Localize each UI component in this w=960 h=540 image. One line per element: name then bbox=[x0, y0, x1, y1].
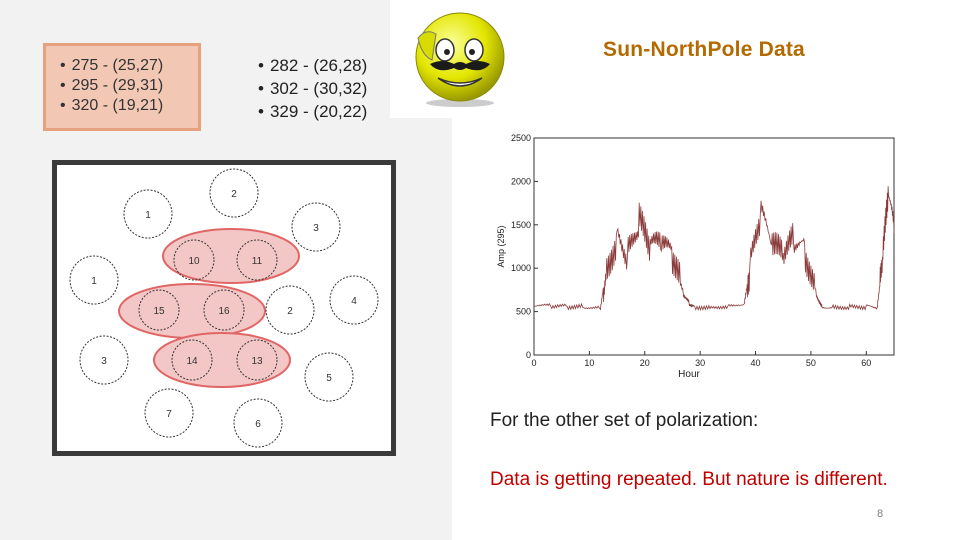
page-title: Sun-NorthPole Data bbox=[603, 38, 805, 61]
note-text: Data is getting repeated. But nature is … bbox=[490, 469, 888, 490]
node-circle bbox=[329, 275, 379, 325]
amplitude-chart: 0 500 1000 1500 2000 2500 0 10 20 30 40 50 60 Hour Amp… bbox=[496, 133, 895, 378]
node-circle bbox=[304, 352, 354, 402]
node-circle bbox=[138, 289, 180, 331]
list-item: 282 - (26,28) bbox=[258, 54, 367, 77]
node-circle bbox=[79, 335, 129, 385]
node-label: 16 bbox=[218, 306, 230, 317]
list-item: 275 - (25,27) bbox=[60, 56, 164, 76]
boxed-list: 275 - (25,27) 295 - (29,31) 320 - (19,21… bbox=[43, 43, 201, 131]
node-label: 7 bbox=[166, 409, 172, 420]
node-label: 3 bbox=[313, 223, 319, 234]
node-circle bbox=[233, 398, 283, 448]
highlight-ellipse bbox=[162, 228, 300, 284]
x-tick-label: 20 bbox=[640, 358, 650, 368]
node-circle bbox=[236, 239, 278, 281]
node-label: 5 bbox=[326, 373, 332, 384]
x-tick-label: 40 bbox=[751, 358, 761, 368]
plain-bullet-list: 282 - (26,28) 302 - (30,32) 329 - (20,22… bbox=[258, 54, 367, 123]
list-item: 329 - (20,22) bbox=[258, 100, 367, 123]
node-label: 11 bbox=[252, 256, 263, 267]
node-label: 3 bbox=[101, 356, 107, 367]
node-circle bbox=[123, 189, 173, 239]
node-circle bbox=[265, 285, 315, 335]
node-label: 14 bbox=[186, 356, 198, 367]
caption-text: For the other set of polarization: bbox=[490, 410, 759, 431]
x-tick-label: 10 bbox=[584, 358, 594, 368]
y-tick-label: 1000 bbox=[511, 263, 531, 273]
boxed-bullet-list: 275 - (25,27) 295 - (29,31) 320 - (19,21… bbox=[60, 56, 164, 116]
x-axis-label: Hour bbox=[678, 369, 700, 378]
node-label: 6 bbox=[255, 419, 261, 430]
x-tick-label: 60 bbox=[861, 358, 871, 368]
y-tick-label: 2000 bbox=[511, 176, 531, 186]
plain-list: 282 - (26,28) 302 - (30,32) 329 - (20,22… bbox=[258, 54, 367, 123]
plot-area bbox=[533, 137, 895, 356]
highlight-ellipse bbox=[118, 283, 266, 339]
highlight-ellipse bbox=[153, 332, 291, 388]
y-tick-label: 500 bbox=[516, 307, 531, 317]
x-tick-label: 30 bbox=[695, 358, 705, 368]
y-tick-label: 2500 bbox=[511, 133, 531, 143]
page-number: 8 bbox=[877, 508, 884, 520]
list-item: 302 - (30,32) bbox=[258, 77, 367, 100]
antenna-diagram: 2 1 3 10 11 1 4 15 16 2 3 14 13 5 7 6 bbox=[52, 160, 396, 456]
node-label: 13 bbox=[251, 356, 263, 367]
node-circle bbox=[69, 255, 119, 305]
series-line bbox=[533, 186, 895, 312]
y-axis-label: Amp (295) bbox=[496, 225, 506, 267]
node-label: 2 bbox=[287, 306, 293, 317]
node-circle bbox=[209, 168, 259, 218]
node-circle bbox=[173, 239, 215, 281]
node-label: 10 bbox=[188, 256, 200, 267]
node-circle bbox=[144, 388, 194, 438]
smiley-face-icon bbox=[415, 12, 505, 107]
node-circle bbox=[171, 339, 213, 381]
list-item: 295 - (29,31) bbox=[60, 76, 164, 96]
node-circle bbox=[291, 202, 341, 252]
x-tick-label: 0 bbox=[531, 358, 536, 368]
x-tick-label: 50 bbox=[806, 358, 816, 368]
node-circle bbox=[203, 289, 245, 331]
node-label: 1 bbox=[145, 210, 151, 221]
y-tick-label: 1500 bbox=[511, 220, 531, 230]
y-tick-label: 0 bbox=[526, 350, 531, 360]
node-label: 15 bbox=[153, 306, 165, 317]
node-circle bbox=[236, 339, 278, 381]
node-label: 4 bbox=[351, 296, 357, 307]
list-item: 320 - (19,21) bbox=[60, 96, 164, 116]
node-label: 1 bbox=[91, 276, 97, 287]
diagram-svg: 2 1 3 10 11 1 4 15 16 2 3 14 13 5 7 6 bbox=[57, 165, 391, 451]
node-label: 2 bbox=[231, 189, 237, 200]
